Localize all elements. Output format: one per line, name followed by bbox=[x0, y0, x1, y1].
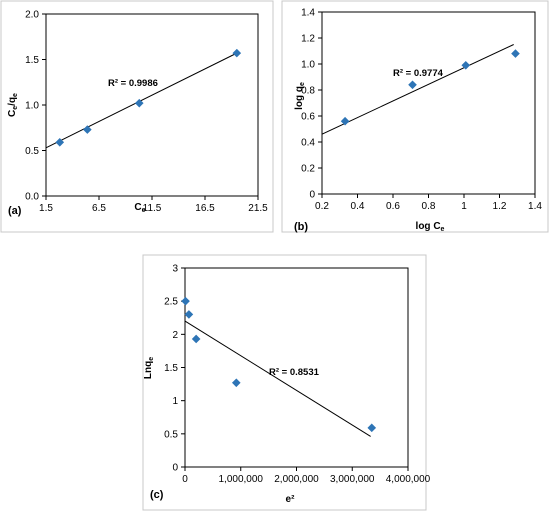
panel-a-label: (a) bbox=[8, 205, 22, 217]
y-tick-label: 0.5 bbox=[164, 429, 178, 440]
y-tick-label: 1.5 bbox=[25, 55, 39, 66]
panel-a-y-axis-label: Ce/qe bbox=[7, 93, 19, 117]
y-tick-label: 0 bbox=[309, 190, 315, 201]
data-point bbox=[55, 138, 65, 147]
data-point bbox=[511, 49, 520, 58]
x-tick-label: 0.6 bbox=[386, 201, 400, 212]
trendline bbox=[321, 44, 514, 135]
y-tick-label: 0.6 bbox=[301, 112, 315, 123]
panel-a-r2-annotation: R² = 0.9986 bbox=[108, 78, 158, 89]
y-tick-label: 1.4 bbox=[301, 8, 315, 19]
data-point bbox=[134, 98, 144, 108]
x-tick-label: 2,000,000 bbox=[274, 474, 319, 485]
y-tick-label: 0.8 bbox=[301, 86, 315, 97]
data-point bbox=[231, 378, 241, 388]
y-tick-label: 0 bbox=[172, 463, 178, 474]
panel-b-label: (b) bbox=[294, 221, 308, 233]
y-tick-label: 3 bbox=[172, 264, 178, 275]
chart-panel-b: (b) log Ce log qe R² = 0.9774 0.2 0.4 0.6 0… bbox=[281, 0, 549, 233]
data-point bbox=[184, 310, 194, 319]
panel-b-y-axis-label: log qe bbox=[294, 82, 306, 110]
x-tick-label: 21.5 bbox=[248, 203, 268, 214]
panel-c-label: (c) bbox=[150, 489, 164, 501]
y-tick-label: 1.0 bbox=[301, 60, 315, 71]
x-tick-label: 1 bbox=[461, 201, 467, 212]
x-tick-label: 11.5 bbox=[143, 203, 162, 214]
x-tick-label: 0 bbox=[182, 474, 188, 485]
trendline bbox=[184, 320, 371, 437]
y-tick-label: 1.5 bbox=[164, 363, 178, 374]
y-tick-label: 2 bbox=[172, 330, 178, 341]
data-point bbox=[408, 80, 417, 90]
data-point bbox=[461, 60, 471, 70]
y-tick-label: 0.2 bbox=[301, 164, 315, 175]
x-tick-label: 1.4 bbox=[528, 201, 542, 212]
panel-b-x-axis-label: log Ce bbox=[416, 221, 445, 233]
x-tick-label: 1.2 bbox=[493, 201, 507, 212]
y-tick-label: 0.0 bbox=[25, 192, 39, 203]
data-point bbox=[340, 116, 350, 126]
y-tick-label: 1.0 bbox=[25, 101, 39, 112]
chart-panel-a: (a) Ce Ce/qe R² = 0.9986 1.5 6.5 11.5 16.5 2… bbox=[0, 0, 274, 233]
x-tick-label: 16.5 bbox=[195, 203, 215, 214]
data-point bbox=[83, 125, 92, 134]
panel-b-r2-annotation: R² = 0.9774 bbox=[393, 68, 444, 79]
y-tick-label: 1 bbox=[172, 396, 178, 407]
data-point bbox=[232, 48, 242, 58]
panel-a-x-axis-label: Ce bbox=[134, 202, 145, 214]
x-tick-label: 0.4 bbox=[351, 201, 365, 212]
x-tick-label: 4,000,000 bbox=[386, 474, 431, 485]
panel-a-plot-area bbox=[45, 13, 259, 197]
trendline bbox=[45, 52, 238, 149]
x-tick-label: 3,000,000 bbox=[330, 474, 375, 485]
y-tick-label: 2.5 bbox=[164, 297, 178, 308]
data-point bbox=[191, 334, 201, 344]
x-tick-label: 1,000,000 bbox=[219, 474, 264, 485]
panel-b-plot-area bbox=[321, 11, 536, 195]
panel-a-frame bbox=[0, 0, 274, 233]
x-tick-label: 6.5 bbox=[92, 203, 106, 214]
panel-c-r2-annotation: R² = 0.8531 bbox=[269, 367, 320, 378]
y-tick-label: 2.0 bbox=[25, 10, 39, 21]
panel-c-x-axis-label: e² bbox=[286, 494, 296, 505]
x-tick-label: 0.2 bbox=[315, 201, 329, 212]
panel-c-y-axis-label: Lnqe bbox=[143, 357, 155, 379]
x-tick-label: 0.8 bbox=[422, 201, 436, 212]
y-tick-label: 1.2 bbox=[301, 34, 315, 45]
data-point bbox=[367, 423, 377, 433]
panel-c-frame bbox=[142, 254, 427, 511]
y-tick-label: 0.5 bbox=[25, 146, 39, 157]
y-tick-label: 0.4 bbox=[301, 138, 315, 149]
chart-panel-c: (c) e² Lnqe R² = 0.8531 0 1,000,000 2,000,… bbox=[142, 254, 431, 511]
x-tick-label: 1.5 bbox=[39, 203, 53, 214]
data-point bbox=[181, 296, 190, 306]
panel-b-frame bbox=[281, 0, 549, 233]
